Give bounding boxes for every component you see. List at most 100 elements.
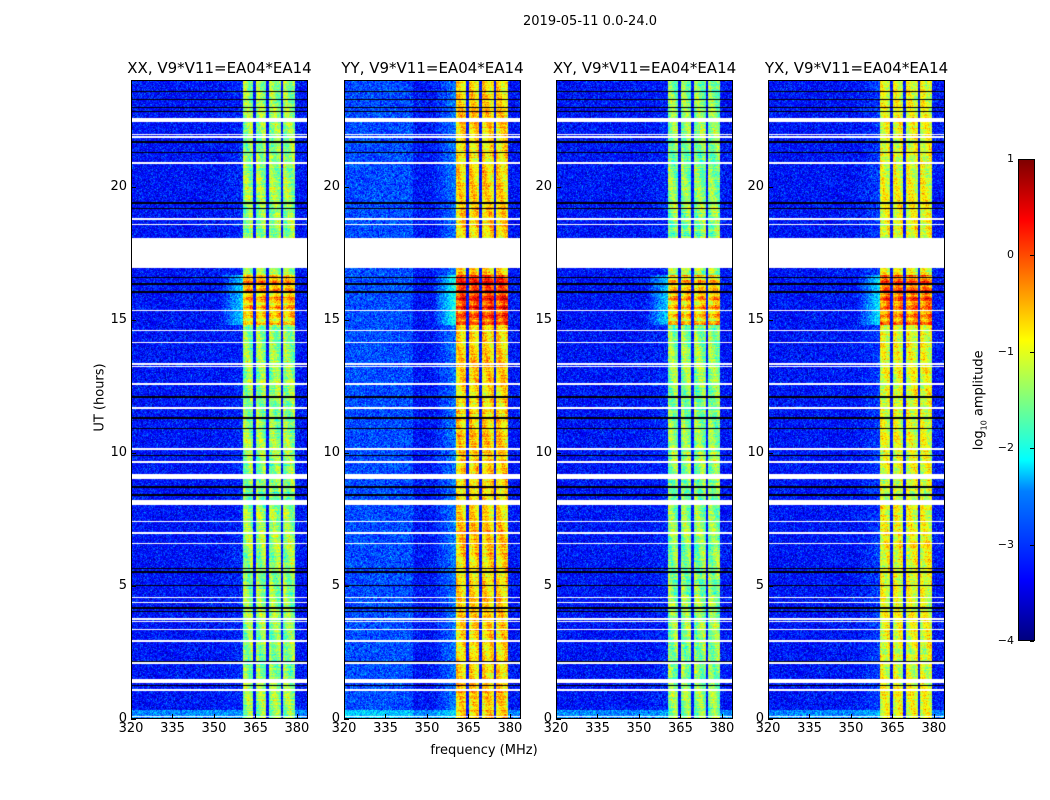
x-tick-label: 320 bbox=[755, 721, 781, 736]
y-tick-label: 20 bbox=[535, 178, 552, 194]
y-tick-mark bbox=[768, 585, 773, 587]
x-tick-mark bbox=[344, 714, 345, 719]
y-tick-mark bbox=[131, 452, 136, 454]
y-tick-mark bbox=[556, 319, 561, 321]
y-tick-label: 0 bbox=[118, 711, 127, 726]
x-tick-label: 320 bbox=[331, 721, 357, 736]
panel-title-yx: YX, V9*V11=EA04*EA14 bbox=[764, 59, 949, 77]
heatmap-panel-yy bbox=[344, 80, 521, 719]
x-tick-label: 320 bbox=[118, 721, 144, 736]
colorbar-tick-mark bbox=[1030, 641, 1034, 642]
x-tick-label: 335 bbox=[797, 721, 822, 736]
x-tick-mark bbox=[809, 714, 811, 719]
x-tick-mark bbox=[892, 714, 894, 719]
y-tick-mark bbox=[556, 719, 561, 720]
y-tick-label: 5 bbox=[331, 577, 340, 593]
colorbar-tick-mark bbox=[1030, 255, 1034, 257]
x-tick-mark bbox=[680, 714, 682, 719]
heatmap-panel-xx bbox=[131, 80, 308, 719]
x-tick-label: 380 bbox=[284, 721, 310, 736]
heatmap-panel-xy bbox=[556, 80, 733, 719]
y-tick-mark bbox=[768, 452, 773, 454]
x-tick-label: 380 bbox=[709, 721, 735, 736]
panel-title-yy: YY, V9*V11=EA04*EA14 bbox=[341, 59, 524, 77]
y-tick-mark bbox=[344, 452, 349, 454]
x-tick-label: 350 bbox=[201, 721, 227, 736]
y-tick-label: 5 bbox=[755, 577, 764, 593]
x-tick-mark bbox=[255, 714, 257, 719]
y-tick-mark bbox=[556, 452, 561, 454]
y-tick-mark bbox=[344, 719, 349, 720]
panel-title-xy: XY, V9*V11=EA04*EA14 bbox=[552, 59, 737, 77]
figure-title: 2019-05-11 0.0-24.0 bbox=[523, 14, 657, 29]
y-tick-label: 10 bbox=[535, 444, 552, 460]
colorbar-tick-mark bbox=[1030, 448, 1034, 450]
y-tick-label: 20 bbox=[747, 178, 764, 194]
y-tick-mark bbox=[556, 186, 561, 188]
heatmap-panel-yx bbox=[768, 80, 945, 719]
x-tick-mark bbox=[933, 714, 935, 719]
x-tick-label: 380 bbox=[921, 721, 947, 736]
y-tick-label: 0 bbox=[543, 711, 552, 726]
heatmap-xy bbox=[557, 81, 732, 718]
x-tick-label: 365 bbox=[243, 721, 268, 736]
x-tick-mark bbox=[850, 714, 852, 719]
y-tick-mark bbox=[131, 319, 136, 321]
y-tick-mark bbox=[768, 319, 773, 321]
x-tick-label: 350 bbox=[626, 721, 652, 736]
x-axis-label: frequency (MHz) bbox=[430, 743, 538, 758]
colorbar-label-sub: 10 bbox=[979, 420, 989, 431]
y-tick-label: 10 bbox=[747, 444, 764, 460]
y-tick-label: 15 bbox=[747, 311, 764, 327]
colorbar-tick-label: −1 bbox=[997, 344, 1014, 358]
colorbar-tick-mark bbox=[1030, 544, 1034, 546]
y-tick-mark bbox=[768, 186, 773, 188]
y-tick-mark bbox=[344, 186, 349, 188]
y-tick-mark bbox=[344, 319, 349, 321]
x-tick-mark bbox=[426, 714, 428, 719]
y-tick-label: 15 bbox=[323, 311, 340, 327]
y-tick-mark bbox=[131, 585, 136, 587]
x-tick-label: 335 bbox=[585, 721, 610, 736]
colorbar-tick-label: −2 bbox=[997, 441, 1014, 455]
colorbar-tick-mark bbox=[1030, 159, 1034, 160]
heatmap-yy bbox=[345, 81, 520, 718]
y-tick-mark bbox=[131, 719, 136, 720]
colorbar-tick-label: −3 bbox=[997, 537, 1014, 551]
y-tick-mark bbox=[768, 719, 773, 720]
x-tick-label: 365 bbox=[668, 721, 693, 736]
x-tick-mark bbox=[468, 714, 470, 719]
y-tick-label: 0 bbox=[331, 711, 340, 726]
x-tick-mark bbox=[296, 714, 298, 719]
y-tick-label: 5 bbox=[118, 577, 127, 593]
colorbar-tick-label: 0 bbox=[1007, 248, 1014, 262]
x-tick-mark bbox=[597, 714, 599, 719]
panel-title-xx: XX, V9*V11=EA04*EA14 bbox=[127, 59, 312, 77]
heatmap-xx bbox=[132, 81, 307, 718]
y-axis-label: UT (hours) bbox=[92, 363, 108, 432]
x-tick-mark bbox=[172, 714, 174, 719]
x-tick-mark bbox=[385, 714, 387, 719]
x-tick-label: 335 bbox=[373, 721, 398, 736]
x-tick-label: 365 bbox=[880, 721, 905, 736]
y-tick-label: 5 bbox=[543, 577, 552, 593]
x-tick-label: 380 bbox=[497, 721, 523, 736]
x-tick-mark bbox=[638, 714, 640, 719]
x-tick-mark bbox=[768, 714, 769, 719]
x-tick-label: 350 bbox=[838, 721, 864, 736]
y-tick-label: 0 bbox=[755, 711, 764, 726]
y-tick-label: 20 bbox=[323, 178, 340, 194]
colorbar-label-suffix: amplitude bbox=[971, 350, 987, 421]
x-tick-mark bbox=[509, 714, 511, 719]
x-tick-label: 365 bbox=[456, 721, 481, 736]
colorbar-tick-label: −4 bbox=[997, 634, 1014, 647]
y-tick-label: 15 bbox=[535, 311, 552, 327]
y-tick-mark bbox=[556, 585, 561, 587]
x-tick-mark bbox=[131, 714, 132, 719]
y-tick-label: 10 bbox=[110, 444, 127, 460]
x-tick-label: 320 bbox=[543, 721, 569, 736]
colorbar bbox=[1018, 159, 1035, 641]
x-tick-mark bbox=[556, 714, 557, 719]
y-tick-mark bbox=[344, 585, 349, 587]
